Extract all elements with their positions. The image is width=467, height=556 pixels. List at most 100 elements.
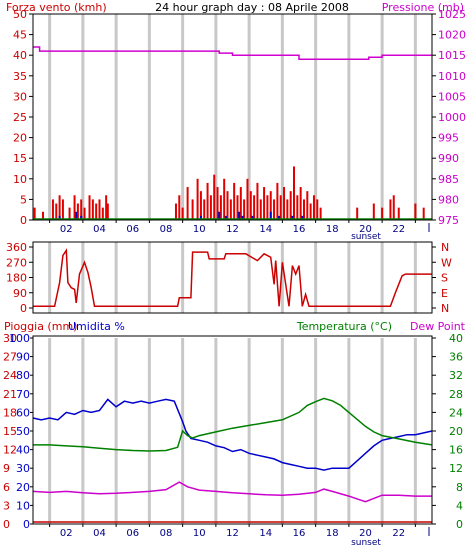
- pressure-tick-label: 985: [438, 173, 459, 186]
- direction-tick-label: 90: [13, 287, 27, 300]
- humidity-tick-label: 90: [16, 351, 30, 364]
- wind-tick-label: 25: [13, 111, 27, 124]
- wind-tick-label: 40: [13, 49, 27, 62]
- wind-tick-label: 10: [13, 173, 27, 186]
- x-tick-label: 22: [392, 528, 405, 539]
- compass-tick-label: E: [441, 287, 448, 300]
- temp-series: [32, 397, 433, 523]
- temp-x-ticks: 02 04 06 08 10 12 14 16 18 20 22: [49, 524, 430, 539]
- pressure-line: [33, 46, 432, 61]
- temperature-tick-label: 20: [449, 425, 463, 438]
- wind-axis-title: Forza vento (kmh): [6, 1, 107, 14]
- rain-axis-title: Pioggia (mm): [4, 320, 77, 333]
- x-tick-label: 14: [259, 224, 272, 235]
- wind-tick-label: 15: [13, 152, 27, 165]
- pressure-ticks: 975 980 985 990 995 1000 1005 1010 1015 1020 1025: [432, 8, 466, 227]
- rain-tick-label: 12: [3, 444, 17, 457]
- x-tick-label: 20: [359, 224, 372, 235]
- pressure-tick-label: 995: [438, 132, 459, 145]
- wind-tick-label: 5: [20, 193, 27, 206]
- rain-tick-label: 15: [3, 425, 17, 438]
- compass-tick-label: W: [441, 256, 452, 269]
- wind-ticks: 0 5 10 15 20 25 30 35 40 45 50: [13, 8, 33, 227]
- direction-tick-label: 360: [6, 241, 27, 254]
- x-tick-label: 18: [326, 224, 339, 235]
- dewpoint-axis-title: Dew Point: [410, 320, 466, 333]
- temperature-tick-label: 0: [456, 518, 463, 531]
- temperature-tick-label: 4: [456, 499, 463, 512]
- x-tick-label: 02: [60, 528, 73, 539]
- temperature-tick-label: 24: [449, 406, 463, 419]
- direction-tick-label: 0: [20, 302, 27, 315]
- x-tick-label: 12: [226, 528, 239, 539]
- x-tick-label: 04: [93, 528, 106, 539]
- x-tick-label: 20: [359, 528, 372, 539]
- rain-tick-label: 21: [3, 388, 17, 401]
- temperature-tick-label: 16: [449, 444, 463, 457]
- rain-tick-label: 0: [3, 518, 10, 531]
- wind-tick-label: 30: [13, 90, 27, 103]
- wind-tick-label: 20: [13, 132, 27, 145]
- pressure-tick-label: 1025: [438, 8, 466, 21]
- x-tick-label: 06: [126, 528, 139, 539]
- temperature-tick-label: 36: [449, 351, 463, 364]
- temp-plot-frame: [32, 335, 433, 525]
- sunset-label-bottom: sunset: [351, 538, 381, 548]
- pressure-tick-label: 1000: [438, 111, 466, 124]
- temperature-tick-label: 40: [449, 332, 463, 345]
- temperature-tick-label: 12: [449, 462, 463, 475]
- pressure-tick-label: 990: [438, 152, 459, 165]
- temperature-tick-label: 8: [456, 481, 463, 494]
- humidity-tick-label: 20: [16, 481, 30, 494]
- pressure-tick-label: 980: [438, 193, 459, 206]
- x-tick-label: 06: [126, 224, 139, 235]
- x-tick-label: 04: [93, 224, 106, 235]
- x-tick-label: 22: [392, 224, 405, 235]
- x-tick-label: 16: [293, 224, 306, 235]
- x-tick-label: 14: [259, 528, 272, 539]
- temperature-tick-label: 28: [449, 388, 463, 401]
- compass-tick-label: N: [441, 302, 449, 315]
- pressure-tick-label: 1020: [438, 29, 466, 42]
- wind-tick-label: 45: [13, 29, 27, 42]
- pressure-tick-label: 1015: [438, 49, 466, 62]
- temperature-tick-label: 32: [449, 369, 463, 382]
- pressure-tick-label: 1005: [438, 90, 466, 103]
- wind-direction-line: [33, 248, 432, 308]
- humidity-tick-label: 0: [23, 518, 30, 531]
- humidity-tick-label: 30: [16, 462, 30, 475]
- temperature-axis-title: Temperatura (°C): [296, 320, 392, 333]
- rain-tick-label: 3: [3, 499, 10, 512]
- direction-series: [33, 248, 432, 308]
- humidity-ticks: 0 10 20 30 40 50 60 70 80 90 100: [9, 332, 33, 531]
- humidity-tick-label: 40: [16, 444, 30, 457]
- x-tick-label: 12: [226, 224, 239, 235]
- pressure-series: [33, 46, 432, 220]
- wind-grid: [48, 14, 417, 220]
- direction-tick-label: 270: [6, 256, 27, 269]
- pressure-tick-label: 975: [438, 214, 459, 227]
- dewpoint-line: [32, 481, 432, 503]
- humidity-tick-label: 80: [16, 369, 30, 382]
- wind-x-ticks: 02 04 06 08 10 12 14 16 18 20 22: [49, 220, 430, 235]
- humidity-axis-title: Umidita %: [68, 320, 125, 333]
- humidity-line: [32, 398, 433, 471]
- x-tick-label: 02: [60, 224, 73, 235]
- rain-tick-label: 18: [3, 406, 17, 419]
- x-tick-label: 10: [193, 528, 206, 539]
- rain-tick-label: 27: [3, 351, 17, 364]
- humidity-tick-label: 10: [16, 499, 30, 512]
- x-tick-label: 10: [193, 224, 206, 235]
- rain-ticks: 0 3 6 9 12 15 18 21 24 27 30: [3, 332, 17, 531]
- compass-tick-label: S: [441, 272, 448, 285]
- x-tick-label: 08: [160, 224, 173, 235]
- graph-title: 24 hour graph day : 08 Aprile 2008: [155, 1, 349, 14]
- humidity-tick-label: 60: [16, 406, 30, 419]
- x-tick-label: 08: [160, 528, 173, 539]
- sunset-label-top: sunset: [351, 232, 381, 242]
